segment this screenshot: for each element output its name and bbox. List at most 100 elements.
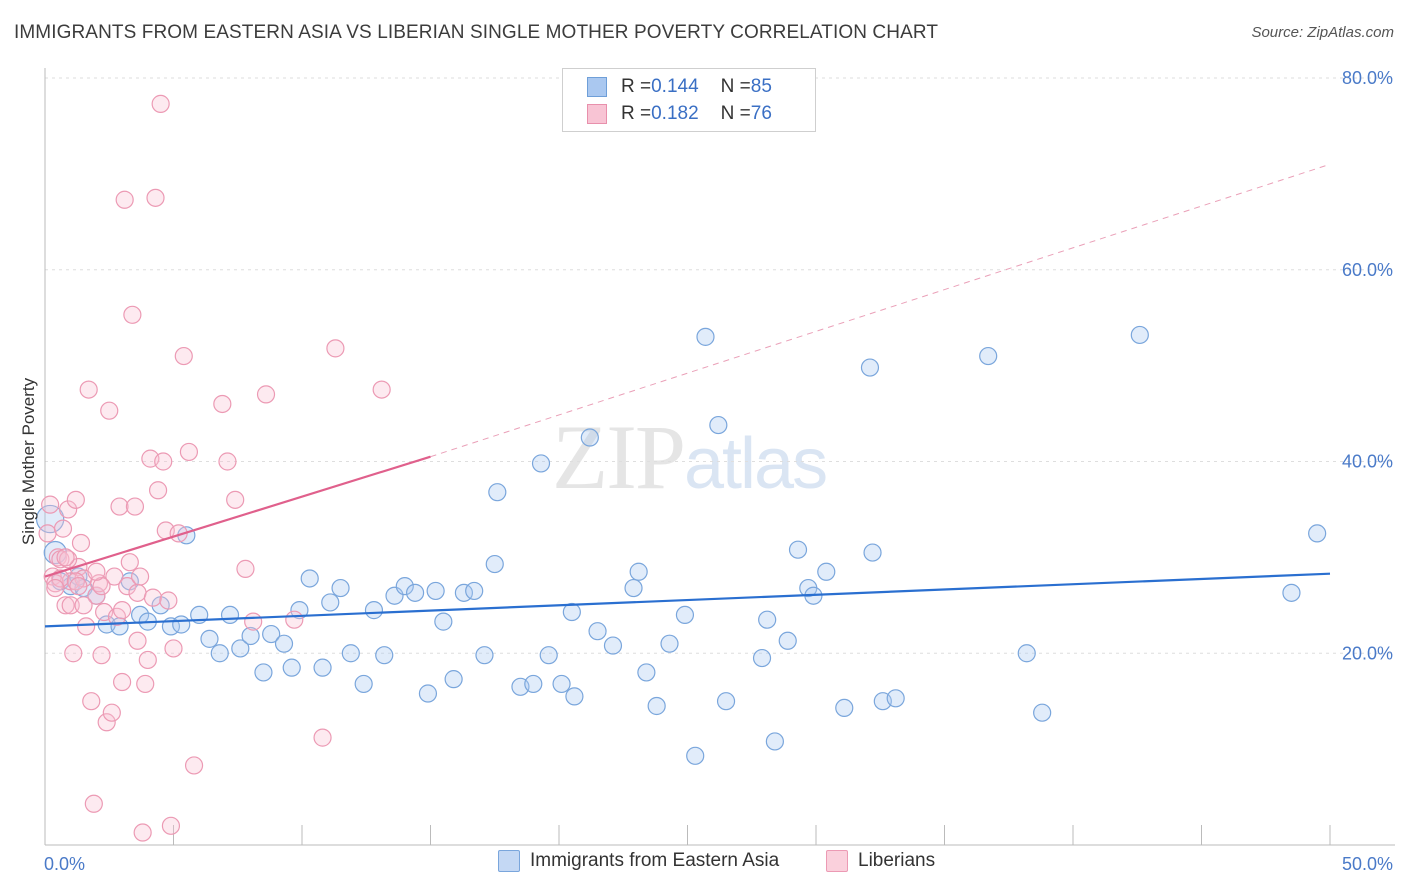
- series-label-eastern-asia: Immigrants from Eastern Asia: [530, 850, 780, 871]
- axes: [44, 68, 1395, 846]
- point-eastern-asia: [405, 583, 425, 602]
- point-eastern-asia: [709, 415, 728, 435]
- trend-lines: [44, 163, 1331, 628]
- point-liberians: [41, 495, 60, 514]
- point-eastern-asia: [254, 663, 273, 682]
- point-liberians: [64, 644, 83, 663]
- series-legend-liberians[interactable]: Liberians: [826, 850, 935, 872]
- point-liberians: [115, 190, 134, 209]
- point-eastern-asia: [716, 692, 736, 711]
- legend-n-label: N =: [720, 76, 751, 97]
- y-tick-label: 20.0%: [1342, 643, 1393, 663]
- point-liberians: [112, 601, 132, 620]
- legend-r-label: R =: [621, 76, 652, 97]
- point-liberians: [102, 703, 121, 722]
- x-tick-label-right: 50.0%: [1342, 854, 1393, 874]
- point-eastern-asia: [765, 732, 784, 751]
- axis-labels: 20.0% 40.0% 60.0% 80.0% 0.0% 50.0% Single Moth…: [19, 68, 1393, 874]
- legend-row-liberians: R = 0.182 N = 76: [587, 101, 772, 127]
- point-eastern-asia: [200, 629, 219, 648]
- point-liberians: [77, 617, 96, 636]
- point-liberians: [372, 380, 391, 399]
- point-liberians: [159, 591, 178, 610]
- legend-n-value: 76: [750, 103, 772, 124]
- point-eastern-asia: [210, 644, 229, 663]
- point-liberians: [236, 559, 255, 578]
- point-eastern-asia: [475, 646, 494, 665]
- point-eastern-asia: [485, 554, 504, 574]
- point-liberians: [56, 596, 75, 615]
- point-liberians: [213, 394, 232, 414]
- point-eastern-asia: [817, 562, 836, 581]
- point-liberians: [161, 816, 181, 835]
- data-points: [35, 94, 1327, 842]
- legend-n-value: 85: [750, 76, 772, 97]
- point-eastern-asia: [565, 687, 584, 706]
- watermark-zip: ZIP: [552, 406, 686, 508]
- point-liberians: [326, 339, 345, 358]
- point-liberians: [100, 401, 119, 420]
- point-liberians: [125, 497, 145, 516]
- point-liberians: [87, 562, 106, 581]
- point-eastern-asia: [354, 674, 373, 694]
- point-eastern-asia: [418, 684, 438, 703]
- point-liberians: [256, 385, 276, 404]
- y-tick-label: 40.0%: [1342, 452, 1393, 472]
- point-eastern-asia: [580, 428, 599, 447]
- point-liberians: [61, 596, 80, 615]
- point-liberians: [128, 631, 147, 650]
- point-eastern-asia: [524, 674, 543, 694]
- x-tick-label-left: 0.0%: [44, 854, 85, 874]
- point-eastern-asia: [231, 639, 250, 658]
- point-liberians: [244, 612, 263, 631]
- point-eastern-asia: [778, 631, 797, 650]
- point-eastern-asia: [395, 577, 414, 596]
- point-liberians: [79, 380, 98, 399]
- point-eastern-asia: [686, 746, 705, 765]
- series-legend-eastern-asia[interactable]: Immigrants from Eastern Asia: [498, 850, 779, 872]
- point-liberians: [66, 490, 85, 509]
- point-eastern-asia: [562, 602, 581, 622]
- point-liberians: [130, 567, 150, 586]
- legend-r-value: 0.144: [651, 76, 699, 97]
- legend-r-value: 0.182: [651, 103, 699, 124]
- point-eastern-asia: [1130, 325, 1149, 345]
- point-liberians: [151, 94, 170, 113]
- point-eastern-asia: [375, 646, 394, 665]
- point-liberians: [110, 497, 129, 516]
- point-liberians: [143, 588, 163, 607]
- point-eastern-asia: [588, 622, 607, 641]
- point-liberians: [66, 572, 85, 591]
- trend-extension-liberians: [430, 163, 1331, 458]
- legend-swatch-liberians: [587, 104, 607, 124]
- point-liberians: [285, 610, 304, 629]
- point-eastern-asia: [488, 483, 507, 502]
- point-liberians: [138, 650, 157, 670]
- series-label-liberians: Liberians: [858, 850, 936, 871]
- point-eastern-asia: [835, 698, 854, 717]
- point-liberians: [118, 577, 137, 596]
- point-eastern-asia: [262, 624, 281, 644]
- point-liberians: [89, 574, 109, 593]
- point-liberians: [136, 674, 155, 694]
- point-eastern-asia: [1282, 583, 1301, 602]
- point-eastern-asia: [313, 658, 332, 677]
- y-tick-label: 80.0%: [1342, 68, 1393, 88]
- series-legend: Immigrants from Eastern Asia Liberians: [0, 850, 1406, 878]
- point-liberians: [184, 756, 204, 775]
- point-eastern-asia: [300, 569, 319, 588]
- point-liberians: [84, 794, 103, 813]
- point-liberians: [313, 728, 332, 747]
- legend-row-eastern-asia: R = 0.144 N = 85: [587, 74, 772, 100]
- point-eastern-asia: [660, 634, 679, 653]
- point-liberians: [146, 188, 165, 207]
- point-eastern-asia: [274, 634, 294, 653]
- correlation-legend: R = 0.144 N = 85 R = 0.182 N = 76: [562, 68, 816, 132]
- y-axis-label: Single Mother Poverty: [19, 377, 38, 545]
- source-label: Source: ZipAtlas.com: [1251, 24, 1394, 41]
- point-eastern-asia: [603, 636, 623, 655]
- point-eastern-asia: [979, 346, 998, 366]
- point-eastern-asia: [788, 540, 808, 559]
- point-eastern-asia: [290, 601, 309, 620]
- point-liberians: [59, 500, 78, 519]
